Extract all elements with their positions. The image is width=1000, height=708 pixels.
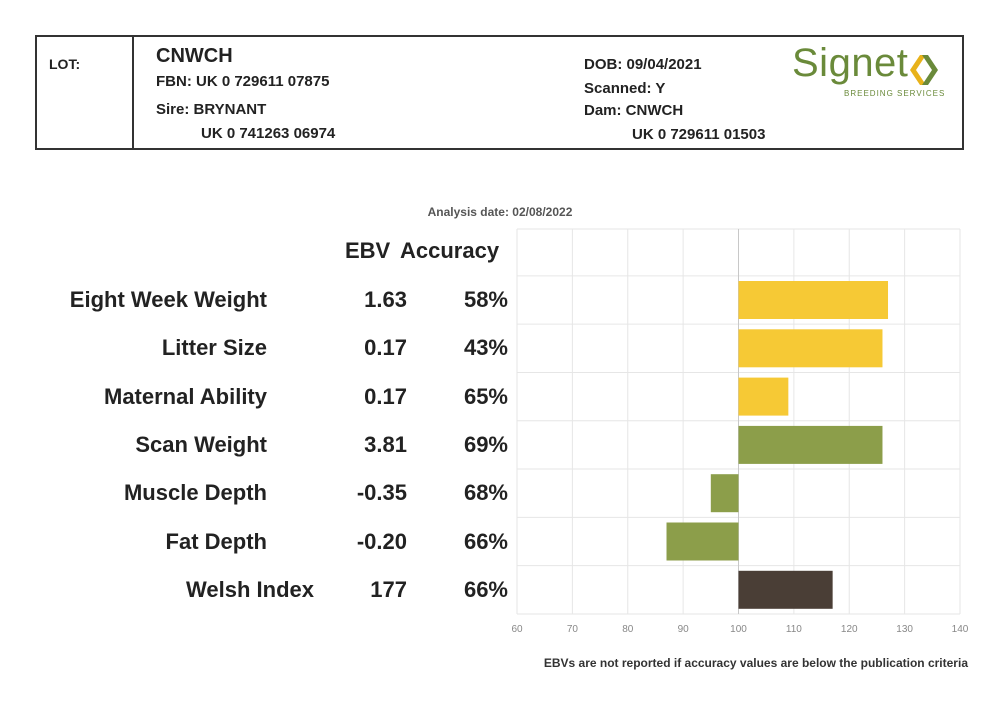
trait-label: Scan Weight: [135, 431, 267, 457]
dam-name: Dam: CNWCH: [584, 102, 684, 119]
sire-id: UK 0 741263 06974: [201, 125, 336, 142]
trait-label: Litter Size: [161, 335, 267, 361]
ebv-column-header: EBV: [345, 238, 391, 263]
accuracy-value: 58%: [463, 287, 508, 312]
x-tick-label: 130: [896, 624, 913, 635]
accuracy-value: 43%: [463, 335, 508, 361]
lot-label: LOT:: [49, 56, 81, 72]
bar-litter-size: [738, 329, 883, 368]
ebv-value: 1.63: [364, 287, 407, 312]
header-divider: [132, 37, 134, 148]
bar-muscle-depth: [710, 474, 739, 513]
x-tick-label: 120: [841, 624, 858, 635]
ebv-value: -0.20: [356, 528, 407, 554]
ebv-value: 0.17: [364, 335, 407, 361]
trait-label: Maternal Ability: [104, 383, 267, 409]
bar-maternal-ability: [738, 377, 789, 416]
bar-eight-week-weight: [738, 281, 889, 319]
analysis-date: Analysis date: 02/08/2022: [427, 205, 573, 219]
accuracy-column-header: Accuracy: [400, 238, 500, 263]
footnote: EBVs are not reported if accuracy values…: [543, 656, 968, 670]
bar-welsh-index: [738, 570, 833, 609]
ebv-value: 0.17: [364, 383, 407, 409]
x-tick-label: 140: [952, 624, 969, 635]
accuracy-value: 68%: [463, 480, 508, 506]
trait-label: Muscle Depth: [123, 480, 267, 506]
accuracy-value: 66%: [463, 528, 508, 554]
ebv-value: 3.81: [364, 431, 407, 457]
accuracy-value: 65%: [463, 383, 508, 409]
fbn-id: FBN: UK 0 729611 07875: [156, 73, 330, 90]
x-tick-label: 80: [622, 624, 634, 635]
x-tick-label: 60: [511, 624, 523, 635]
trait-label: Fat Depth: [165, 528, 267, 554]
x-tick-label: 100: [730, 624, 747, 635]
x-tick-label: 90: [678, 624, 690, 635]
ebv-value: -0.35: [356, 480, 407, 506]
logo-chevrons-icon: [910, 55, 938, 85]
logo-wordmark: Signet: [792, 41, 909, 85]
accuracy-value: 66%: [463, 576, 508, 602]
animal-header: LOT: CNWCH FBN: UK 0 729611 07875 Sire: …: [35, 35, 964, 150]
x-tick-label: 110: [786, 624, 802, 635]
ebv-value: 177: [370, 576, 407, 602]
sire-name: Sire: BRYNANT: [156, 101, 267, 118]
accuracy-value: 69%: [463, 431, 508, 457]
animal-name: CNWCH: [156, 45, 233, 67]
signet-logo: Signet BREEDING SERVICES: [792, 41, 947, 101]
trait-label: Welsh Index: [186, 576, 314, 602]
dam-id: UK 0 729611 01503: [632, 126, 766, 143]
logo-subtitle: BREEDING SERVICES: [844, 89, 946, 98]
bar-scan-weight: [738, 425, 883, 464]
dob: DOB: 09/04/2021: [584, 56, 702, 73]
x-tick-label: 70: [567, 624, 579, 635]
trait-label: Eight Week Weight: [69, 287, 267, 312]
scanned-status: Scanned: Y: [584, 80, 666, 97]
bar-fat-depth: [666, 522, 739, 561]
